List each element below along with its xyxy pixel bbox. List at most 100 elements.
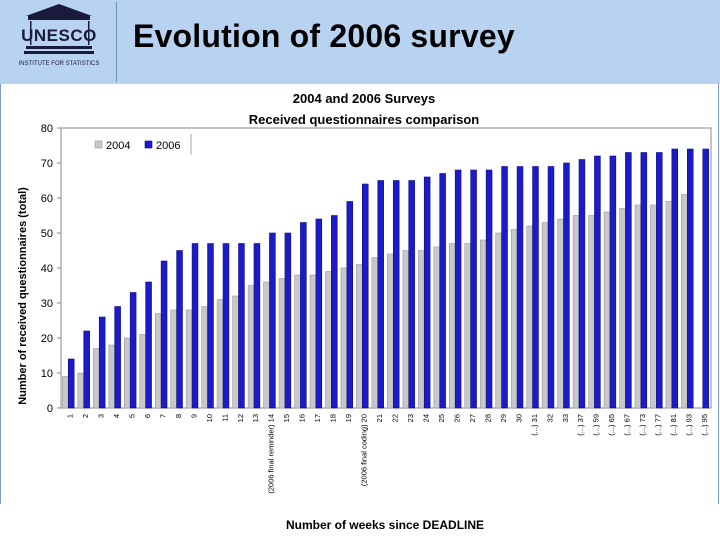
bar-2006 — [408, 180, 415, 409]
x-tick-label: (...) 65 — [607, 414, 616, 436]
x-tick-label: (...) 95 — [700, 414, 709, 436]
bar-2004 — [185, 309, 193, 409]
x-tick-label: 3 — [96, 414, 105, 418]
bar-2006 — [563, 162, 570, 409]
logo-subtitle: INSTITUTE FOR STATISTICS — [19, 61, 100, 67]
x-tick-label: 7 — [158, 414, 167, 418]
x-tick-label: 27 — [468, 414, 477, 422]
x-tick-label: 24 — [421, 414, 430, 422]
x-tick-label: (...) 81 — [669, 414, 678, 436]
bar-2004 — [634, 204, 642, 409]
bar-2006 — [191, 243, 199, 409]
y-tick-label: 0 — [47, 403, 53, 415]
x-tick-label: 12 — [236, 414, 245, 422]
bar-2004 — [93, 348, 100, 409]
x-tick-label: 10 — [205, 414, 214, 422]
bar-2004 — [108, 344, 116, 409]
bar-2004 — [619, 208, 626, 409]
bar-2006 — [83, 330, 90, 409]
bar-2006 — [516, 166, 524, 409]
bar-2006 — [377, 180, 384, 409]
x-tick-label: 25 — [437, 414, 446, 422]
chart-title: 2004 and 2006 Surveys — [293, 91, 435, 106]
x-tick-label: 30 — [514, 414, 523, 422]
bar-2006 — [470, 169, 477, 409]
y-tick-label: 20 — [41, 333, 53, 345]
legend-label-2006: 2006 — [156, 140, 180, 152]
bar-2004 — [510, 229, 518, 409]
x-tick-label: 11 — [220, 414, 229, 422]
frame-left — [0, 84, 1, 504]
bar-2004 — [448, 243, 456, 409]
x-tick-label: (...) 77 — [654, 414, 663, 436]
bar-2004 — [557, 218, 564, 409]
bar-2006 — [129, 292, 137, 409]
y-tick-label: 70 — [41, 158, 53, 170]
bar-2006 — [578, 159, 586, 409]
x-tick-label: 22 — [391, 414, 400, 422]
bar-2006 — [253, 243, 261, 409]
bar-2006 — [687, 148, 694, 409]
bar-2006 — [702, 148, 709, 409]
bar-2004 — [650, 204, 657, 409]
bar-2006 — [609, 155, 617, 409]
y-tick-label: 80 — [41, 123, 53, 135]
x-tick-label: (...) 37 — [576, 414, 585, 436]
bar-2004 — [154, 313, 162, 409]
bar-2004 — [294, 274, 301, 409]
bar-2004 — [402, 250, 410, 409]
bar-2006 — [485, 169, 493, 409]
bar-2006 — [439, 173, 446, 409]
bar-2006 — [176, 250, 183, 409]
logo-roof-icon — [26, 4, 92, 16]
bar-2004 — [495, 232, 502, 409]
y-tick-label: 50 — [41, 228, 53, 240]
x-tick-label: 26 — [452, 414, 461, 422]
y-tick-label: 10 — [41, 368, 53, 380]
bar-2006 — [532, 166, 539, 409]
bar-2004 — [278, 278, 286, 409]
bar-2006 — [547, 166, 555, 409]
bar-2006 — [423, 176, 431, 409]
bar-chart: 2004 and 2006 Surveys Received questionn… — [17, 91, 712, 532]
bar-2004 — [526, 225, 533, 409]
unesco-logo: UNESCO INSTITUTE FOR STATISTICS — [2, 2, 117, 82]
bar-2004 — [418, 250, 425, 409]
bar-2006 — [315, 218, 323, 409]
x-tick-label: (...) 31 — [530, 414, 539, 436]
x-tick-label: 33 — [561, 414, 570, 422]
x-tick-label: (2006 final reminder) 14 — [267, 414, 276, 494]
bar-2006 — [160, 260, 168, 409]
bar-2004 — [479, 239, 487, 409]
slide-title: Evolution of 2006 survey — [133, 18, 515, 54]
x-tick-label: 17 — [313, 414, 322, 422]
bar-2004 — [232, 295, 239, 409]
x-tick-label: (...) 73 — [638, 414, 647, 436]
x-tick-label: 2 — [81, 414, 90, 418]
bar-2006 — [501, 166, 508, 409]
plot-area — [60, 127, 712, 409]
x-tick-label: 16 — [298, 414, 307, 422]
x-tick-label: 28 — [483, 414, 492, 422]
bar-2006 — [594, 155, 601, 409]
x-tick-label: 23 — [406, 414, 415, 422]
bar-2004 — [433, 246, 441, 409]
bar-2006 — [145, 281, 152, 409]
bar-2006 — [392, 180, 400, 409]
x-tick-label: 1 — [66, 414, 75, 418]
x-tick-label: 29 — [499, 414, 508, 422]
bar-2004 — [62, 376, 69, 409]
x-tick-label: 5 — [127, 414, 136, 418]
bar-2006 — [671, 148, 679, 409]
legend-label-2004: 2004 — [106, 140, 130, 152]
bar-2004 — [170, 309, 177, 409]
bar-2004 — [541, 222, 549, 409]
x-tick-label: 32 — [545, 414, 554, 422]
bar-2006 — [300, 222, 307, 409]
x-tick-label: 8 — [174, 414, 183, 418]
bar-2004 — [681, 194, 688, 409]
x-tick-label: 4 — [112, 414, 121, 418]
bar-2004 — [263, 281, 270, 409]
bar-2004 — [387, 253, 394, 409]
bar-2006 — [67, 358, 75, 409]
